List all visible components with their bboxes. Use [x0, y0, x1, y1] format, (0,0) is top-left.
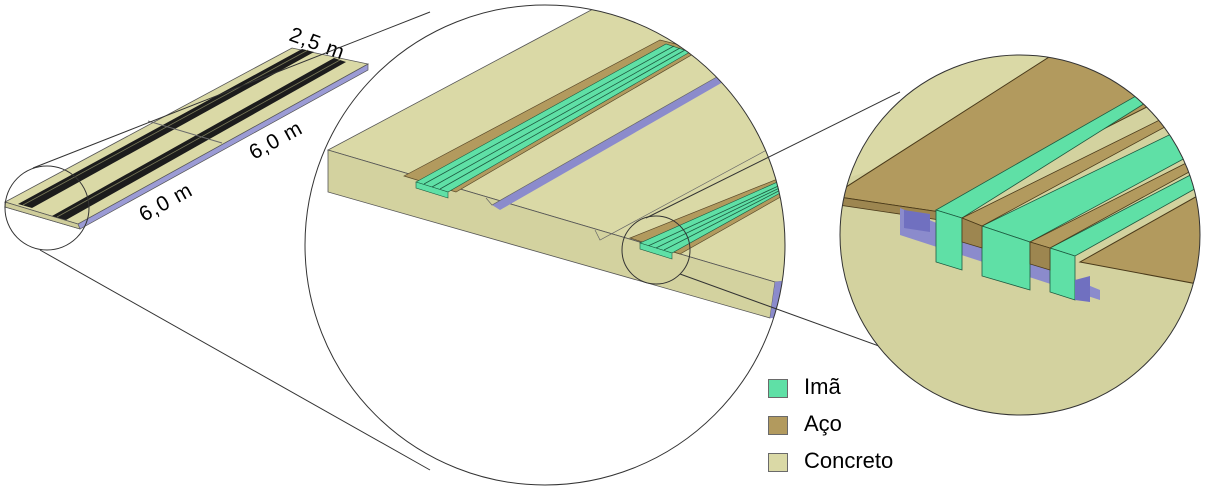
zoom-circle-medium: [304, 4, 786, 486]
legend-item-concrete: Concreto: [768, 448, 968, 488]
zoom-view-medium: [305, 5, 785, 485]
legend-swatch-steel: [768, 416, 788, 435]
zoom-circle-large: [839, 54, 1201, 416]
zoom-view-detail: [840, 55, 1200, 415]
detail-steel-plate-right: [1078, 189, 1200, 287]
zoom-line-top-2: [645, 91, 901, 219]
legend-label-concrete: Concreto: [804, 448, 894, 473]
legend: Imã Aço Concreto: [768, 374, 968, 488]
legend-label-magnet: Imã: [804, 374, 841, 399]
legend-swatch-concrete: [768, 453, 788, 472]
zoom-line-bottom-1: [39, 249, 431, 471]
zoom-line-top-1: [32, 11, 431, 169]
zoom-circle-small: [4, 165, 90, 251]
legend-swatch-magnet: [768, 379, 788, 398]
legend-item-magnet: Imã: [768, 374, 968, 414]
guideway-overview: 2,5 m 6,0 m 6,0 m: [3, 23, 370, 251]
zoom-circle-detail: [621, 215, 691, 285]
mid-groove: [492, 74, 730, 210]
zoom-line-bottom-2: [679, 273, 891, 351]
legend-label-steel: Aço: [804, 411, 842, 436]
segment-joint: [147, 120, 223, 144]
rail-right: [52, 58, 346, 220]
legend-item-steel: Aço: [768, 411, 968, 451]
rail-left: [18, 49, 314, 208]
